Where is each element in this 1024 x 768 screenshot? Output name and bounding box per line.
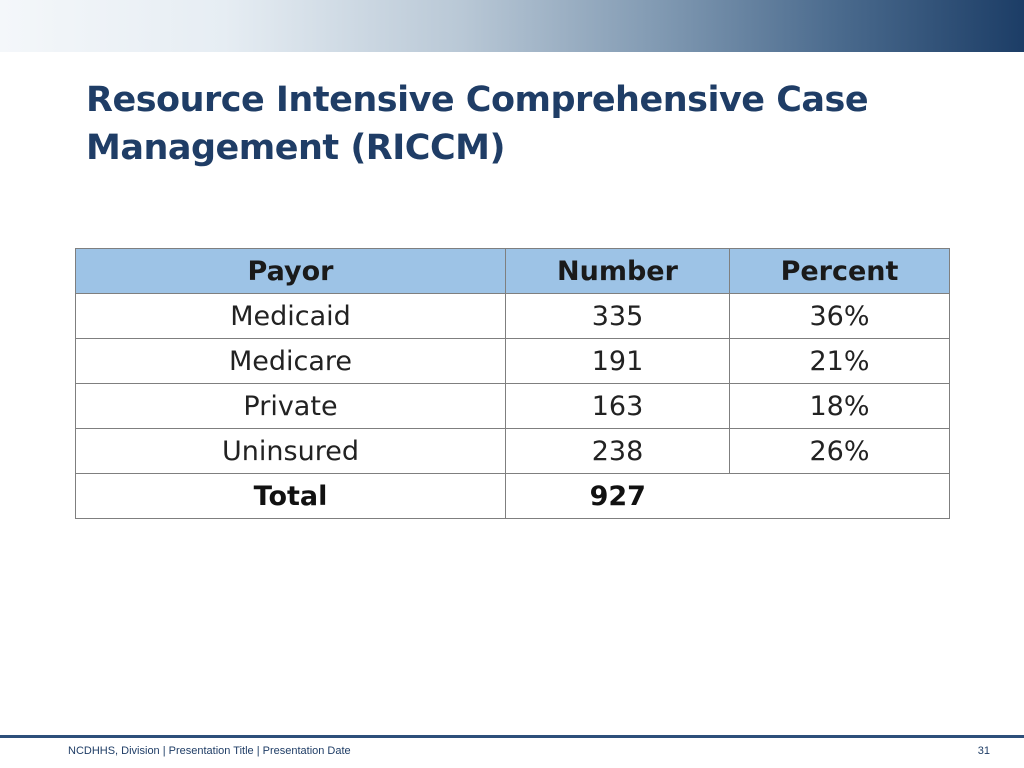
cell-number: 191 — [505, 338, 730, 384]
cell-payor: Medicaid — [75, 293, 506, 339]
header-percent: Percent — [729, 248, 950, 294]
table-row: Medicaid 335 36% — [75, 293, 950, 339]
table-total-row: Total 927 — [75, 473, 950, 519]
footer-divider — [0, 735, 1024, 738]
cell-number: 335 — [505, 293, 730, 339]
cell-percent: 21% — [729, 338, 950, 384]
table-row: Private 163 18% — [75, 383, 950, 429]
header-number: Number — [505, 248, 730, 294]
table-row: Uninsured 238 26% — [75, 428, 950, 474]
cell-payor: Medicare — [75, 338, 506, 384]
table-row: Medicare 191 21% — [75, 338, 950, 384]
cell-payor: Private — [75, 383, 506, 429]
header-payor: Payor — [75, 248, 506, 294]
slide-title: Resource Intensive Comprehensive Case Ma… — [86, 80, 869, 168]
cell-payor: Uninsured — [75, 428, 506, 474]
cell-percent: 26% — [729, 428, 950, 474]
page-number: 31 — [977, 745, 990, 757]
footer-text: NCDHHS, Division | Presentation Title | … — [68, 745, 351, 757]
cell-percent: 18% — [729, 383, 950, 429]
cell-percent: 36% — [729, 293, 950, 339]
total-label: Total — [75, 473, 506, 519]
table-header-row: Payor Number Percent — [75, 248, 950, 294]
payor-table: Payor Number Percent Medicaid 335 36% Me… — [75, 248, 950, 519]
cell-number: 163 — [505, 383, 730, 429]
cell-number: 238 — [505, 428, 730, 474]
total-percent — [729, 473, 950, 519]
top-gradient-banner — [0, 0, 1024, 52]
total-number: 927 — [505, 473, 730, 519]
